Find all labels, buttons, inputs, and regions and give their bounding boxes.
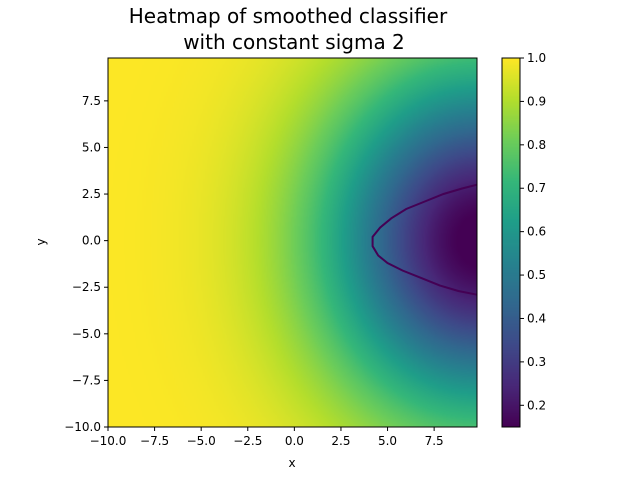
x-tick-label: −2.5 — [233, 434, 262, 448]
x-axis-label: x — [288, 456, 295, 470]
y-tick-label: 0.0 — [82, 234, 101, 248]
colorbar-tick-label: 0.7 — [527, 181, 546, 195]
heatmap-image — [108, 58, 477, 427]
colorbar-tick-label: 0.9 — [527, 94, 546, 108]
colorbar-frame — [501, 57, 521, 428]
colorbar: 0.2 0.3 0.4 0.5 0.6 0.7 0.8 0.9 1.0 — [501, 51, 546, 428]
x-tick-label: −5.0 — [187, 434, 216, 448]
colorbar-gradient — [502, 58, 520, 427]
x-tick-label: 0.0 — [285, 434, 304, 448]
colorbar-axis: 0.2 0.3 0.4 0.5 0.6 0.7 0.8 0.9 1.0 — [520, 51, 546, 412]
colorbar-tick-label: 0.6 — [527, 225, 546, 239]
colorbar-tick-label: 0.8 — [527, 138, 546, 152]
x-tick-label: 2.5 — [331, 434, 350, 448]
plot-frame — [107, 57, 478, 428]
colorbar-tick-label: 0.4 — [527, 311, 546, 325]
plot-area — [107, 57, 478, 428]
y-axis: −10.0 −7.5 −5.0 −2.5 0.0 2.5 5.0 7.5 — [64, 94, 108, 434]
y-tick-label: −2.5 — [72, 280, 101, 294]
y-tick-label: −5.0 — [72, 327, 101, 341]
contour-line-0.5 — [371, 183, 478, 296]
chart-title-line1: Heatmap of smoothed classifier — [129, 4, 448, 28]
colorbar-tick-label: 0.5 — [527, 268, 546, 282]
colorbar-tick-label: 0.2 — [527, 398, 546, 412]
chart-title-line2: with constant sigma 2 — [183, 30, 405, 54]
x-tick-label: 5.0 — [378, 434, 397, 448]
colorbar-tick-label: 0.3 — [527, 355, 546, 369]
y-tick-label: −7.5 — [72, 373, 101, 387]
y-axis-label: y — [34, 238, 48, 245]
y-tick-label: −10.0 — [64, 420, 101, 434]
y-tick-label: 7.5 — [82, 94, 101, 108]
x-tick-label: −10.0 — [90, 434, 127, 448]
x-axis: −10.0 −7.5 −5.0 −2.5 0.0 2.5 5.0 7.5 — [90, 427, 444, 448]
x-tick-label: −7.5 — [140, 434, 169, 448]
colorbar-tick-label: 1.0 — [527, 51, 546, 65]
y-tick-label: 5.0 — [82, 140, 101, 154]
y-tick-label: 2.5 — [82, 187, 101, 201]
x-tick-label: 7.5 — [425, 434, 444, 448]
